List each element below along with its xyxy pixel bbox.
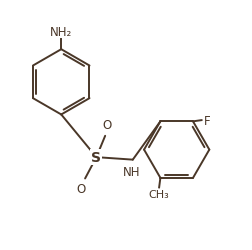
Text: CH₃: CH₃ xyxy=(148,189,169,199)
Text: F: F xyxy=(203,114,210,127)
Text: O: O xyxy=(102,119,111,132)
Text: O: O xyxy=(76,182,85,196)
Text: NH₂: NH₂ xyxy=(50,26,72,39)
Text: NH: NH xyxy=(122,166,140,178)
Text: S: S xyxy=(91,150,101,164)
